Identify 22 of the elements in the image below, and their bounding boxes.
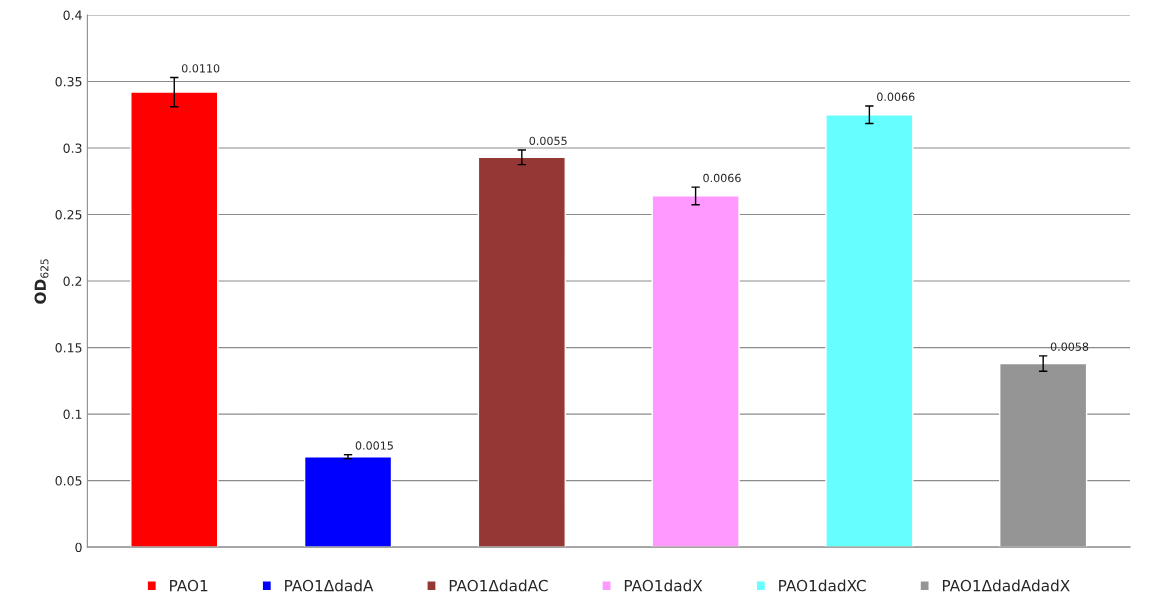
y-tick-label: 0.3 <box>63 143 82 153</box>
legend-label: PAO1ΔdadAdadX <box>942 579 1070 592</box>
y-tick-label: 0.15 <box>55 343 82 353</box>
y-tick-label: 0 <box>75 542 82 553</box>
annotation: 0.0066 <box>703 173 741 183</box>
y-tick-label: 0.2 <box>63 276 82 286</box>
y-tick-label: 0.25 <box>55 210 82 220</box>
legend-label: PAO1 <box>170 579 208 592</box>
legend-label: PAO1ΔdadAC <box>449 579 548 592</box>
legend-label: PAO1ΔdadA <box>285 579 374 592</box>
annotation: 0.0015 <box>355 441 393 450</box>
y-axis-title: OD$_{625}$ <box>34 259 49 304</box>
y-tick-label: 0.35 <box>55 76 82 87</box>
annotation: 0.0055 <box>529 136 567 146</box>
y-tick-label: 0.4 <box>63 10 82 20</box>
legend-label: PAO1dadX <box>624 579 703 592</box>
y-tick-label: 0.05 <box>55 476 82 486</box>
annotation: 0.0110 <box>181 64 220 73</box>
legend-label: PAO1dadXC <box>779 579 866 592</box>
annotation: 0.0058 <box>1050 342 1089 351</box>
y-tick-label: 0.1 <box>63 409 82 420</box>
annotation: 0.0066 <box>877 92 915 102</box>
